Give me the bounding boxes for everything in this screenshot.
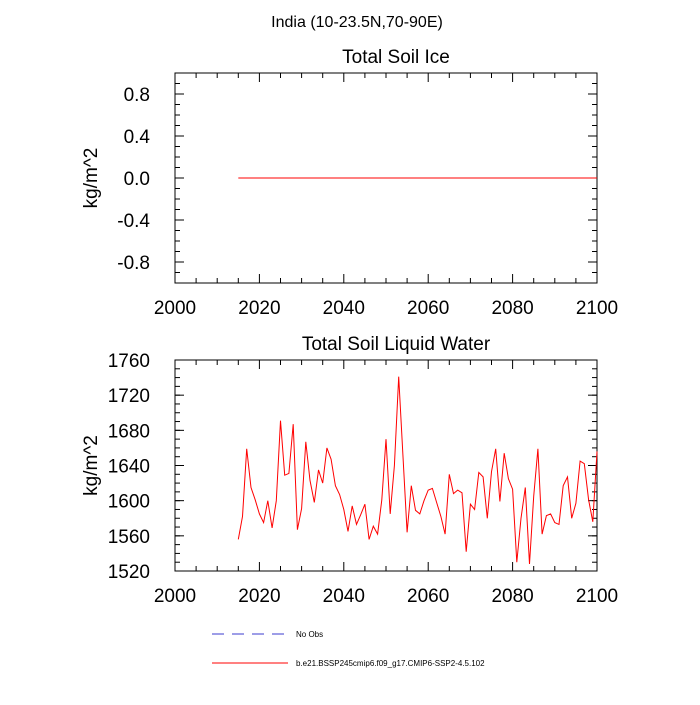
x-tick-label: 2060 — [407, 586, 449, 607]
legend-label: No Obs — [296, 630, 323, 639]
y-tick-label: 1560 — [108, 527, 150, 548]
y-tick-label: 1520 — [108, 562, 150, 583]
x-tick-label: 2100 — [576, 298, 618, 319]
x-tick-label: 2000 — [154, 298, 196, 319]
x-tick-label: 2080 — [491, 586, 533, 607]
legend-label: b.e21.BSSP245cmip6.f09_g17.CMIP6-SSP2-4.… — [296, 659, 485, 668]
y-tick-label: -0.4 — [117, 211, 150, 232]
x-tick-label: 2020 — [238, 298, 280, 319]
series-line — [237, 376, 598, 565]
panel-total-soil-liquid-water: Total Soil Liquid Water kg/m^2 2000 2020 204… — [81, 334, 618, 607]
y-tick-label: -0.8 — [117, 253, 150, 274]
x-tick-label: 2100 — [576, 586, 618, 607]
y-tick-label: 1600 — [108, 492, 150, 513]
x-tick-label: 2040 — [323, 586, 365, 607]
legend: No Obs b.e21.BSSP245cmip6.f09_g17.CMIP6-S… — [212, 630, 485, 668]
x-tick-label: 2040 — [323, 298, 365, 319]
y-tick-label: 1720 — [108, 386, 150, 407]
x-tick-label: 2000 — [154, 586, 196, 607]
y-tick-label: 0.4 — [124, 127, 151, 148]
panel-title: Total Soil Liquid Water — [302, 334, 491, 355]
x-tick-label: 2060 — [407, 298, 449, 319]
y-tick-label: 0.8 — [124, 85, 150, 106]
x-tick-label: 2020 — [238, 586, 280, 607]
y-tick-label: 0.0 — [124, 169, 150, 190]
y-axis-label: kg/m^2 — [81, 148, 102, 209]
x-tick-label: 2080 — [491, 298, 533, 319]
y-tick-label: 1680 — [108, 421, 150, 442]
y-tick-label: 1640 — [108, 457, 150, 478]
panel-title: Total Soil Ice — [342, 47, 450, 68]
panel-total-soil-ice: Total Soil Ice kg/m^2 2000 2020 2040 2060 2080… — [81, 47, 618, 319]
y-axis-label: kg/m^2 — [81, 435, 102, 496]
y-tick-label: 1760 — [108, 351, 150, 372]
figure-title: India (10-23.5N,70-90E) — [271, 14, 443, 31]
